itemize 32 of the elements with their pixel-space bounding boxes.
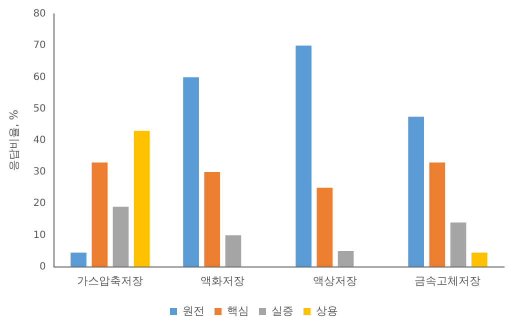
x-tick-label: 금속고체저장 [414,274,481,288]
y-tick-label: 10 [33,230,46,241]
y-tick-label: 0 [40,261,46,272]
legend-label: 실증 [272,304,294,318]
bar [92,162,108,267]
legend-label: 원전 [182,304,204,318]
bar [316,188,333,267]
y-tick-label: 80 [33,8,46,20]
bar [204,172,220,267]
legend-label: 핵심 [227,304,249,318]
bar [296,46,312,267]
y-tick-label: 50 [33,103,46,114]
bar [471,252,488,267]
legend-label: 상용 [316,304,338,318]
bar [408,116,424,267]
y-tick-label: 20 [33,198,46,210]
bar [450,222,466,267]
bar [134,130,150,267]
x-tick-label: 가스압축저장 [77,274,144,288]
bar [338,251,354,267]
y-tick-label: 60 [33,72,46,83]
y-tick-label: 30 [33,166,46,178]
bar [183,77,199,267]
bar [70,252,86,267]
x-tick-label: 액상저장 [313,274,358,288]
y-tick-label: 70 [33,40,46,52]
bar [429,162,446,267]
bar [225,235,242,267]
y-axis-title: 응답비율, % [7,110,20,172]
x-tick-label: 액화저장 [200,274,245,288]
bar [112,206,129,267]
y-tick-label: 40 [33,134,46,146]
